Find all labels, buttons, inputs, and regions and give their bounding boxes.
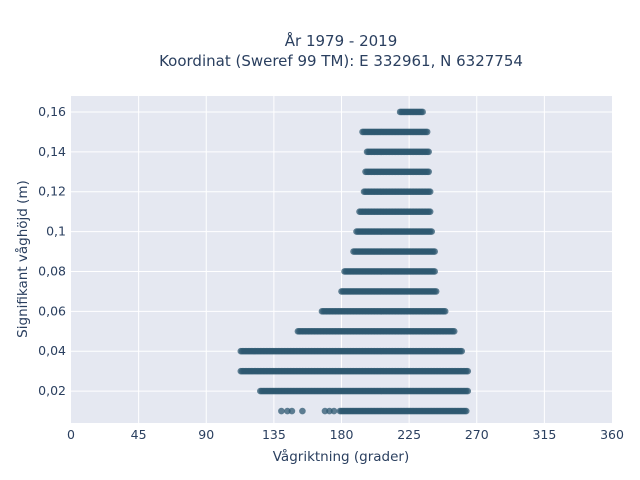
x-tick-label: 0	[67, 427, 75, 442]
scatter-point	[425, 168, 432, 176]
x-tick-label: 270	[465, 427, 489, 442]
scatter-point	[428, 228, 435, 235]
y-tick-label: 0,1	[46, 224, 66, 239]
x-tick-label: 360	[600, 427, 624, 442]
y-tick-label: 0,16	[38, 104, 66, 119]
y-tick-label: 0,12	[38, 184, 66, 199]
scatter-point	[425, 148, 432, 156]
x-tick-label: 225	[397, 427, 421, 442]
scatter-point	[441, 308, 449, 315]
scatter-point	[288, 407, 296, 415]
x-tick-label: 45	[131, 427, 147, 442]
x-axis-ticks: 0 45 90 135 180 225 270 315 360	[67, 427, 624, 442]
scatter-point	[431, 248, 438, 255]
y-axis-ticks: 0,02 0,04 0,06 0,08 0,1 0,12 0,14 0,16	[38, 104, 66, 398]
scatter-points	[237, 108, 472, 415]
x-tick-label: 135	[262, 427, 286, 442]
scatter-point	[462, 407, 470, 415]
scatter-point	[299, 407, 306, 415]
y-tick-label: 0,06	[38, 303, 66, 318]
x-tick-label: 90	[198, 427, 214, 442]
scatter-point	[278, 407, 285, 415]
scatter-point	[423, 128, 431, 136]
scatter-point	[450, 327, 458, 335]
scatter-point	[432, 288, 440, 295]
x-axis-title: Vågriktning (grader)	[273, 448, 410, 465]
x-tick-label: 315	[532, 427, 556, 442]
scatter-point	[426, 208, 434, 215]
chart-title: År 1979 - 2019	[285, 31, 398, 50]
scatter-point	[419, 108, 426, 116]
y-axis-title: Signifikant våghöjd (m)	[14, 180, 31, 338]
scatter-point	[464, 367, 472, 375]
x-tick-label: 180	[330, 427, 354, 442]
scatter-point	[458, 347, 466, 355]
y-tick-label: 0,14	[38, 144, 66, 159]
scatter-point	[431, 268, 438, 275]
scatter-point	[464, 387, 472, 395]
chart-subtitle: Koordinat (Sweref 99 TM): E 332961, N 63…	[159, 52, 523, 70]
scatter-point	[330, 407, 338, 415]
scatter-point	[321, 407, 329, 415]
scatter-point	[284, 407, 291, 415]
y-tick-label: 0,02	[38, 383, 66, 398]
y-tick-label: 0,08	[38, 263, 66, 278]
scatter-point	[326, 407, 333, 415]
scatter-point	[426, 188, 434, 196]
y-tick-label: 0,04	[38, 343, 66, 358]
